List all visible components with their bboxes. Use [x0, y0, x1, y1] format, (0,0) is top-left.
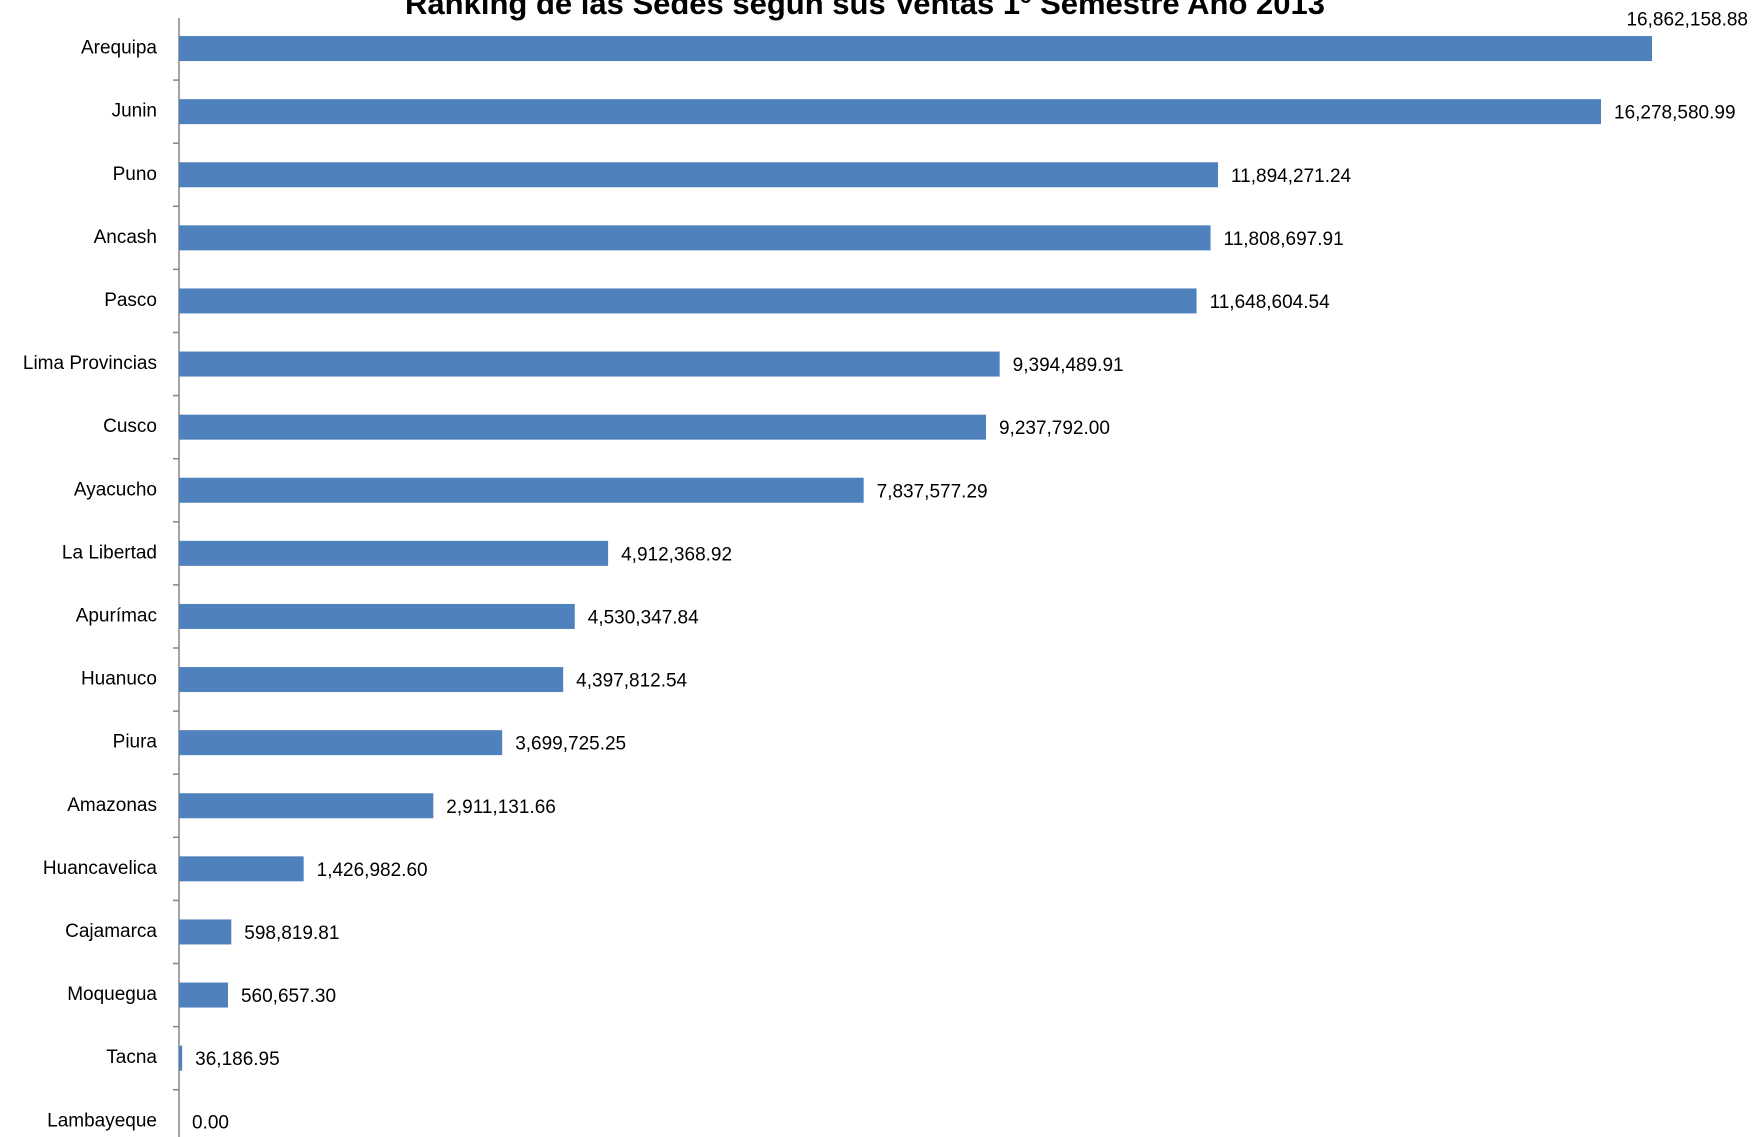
bar [179, 288, 1197, 314]
bar [179, 667, 564, 693]
y-tick-label: Apurímac [76, 605, 157, 626]
y-tick-label: Lima Provincias [23, 353, 157, 374]
y-tick-label: Piura [113, 732, 158, 753]
bar [179, 982, 228, 1008]
bar [179, 603, 575, 629]
y-tick-label: Amazonas [67, 795, 157, 816]
bar [179, 36, 1652, 62]
y-tick-label: Ancash [94, 227, 157, 248]
bar [179, 477, 864, 503]
data-label: 4,912,368.92 [621, 544, 732, 565]
y-tick-label: Junin [112, 101, 157, 122]
data-label: 11,808,697.91 [1224, 229, 1344, 250]
y-tick-label: Puno [113, 164, 157, 185]
data-label: 3,699,725.25 [515, 734, 626, 755]
bar [179, 162, 1219, 188]
bar [179, 99, 1602, 125]
data-label: 36,186.95 [195, 1049, 280, 1070]
bar [179, 414, 986, 440]
y-tick-label: La Libertad [62, 542, 157, 563]
bar [179, 919, 232, 945]
y-tick-label: Cajamarca [65, 921, 157, 942]
data-label: 11,648,604.54 [1210, 292, 1331, 313]
y-tick-label: Ayacucho [74, 479, 157, 500]
data-label: 4,530,347.84 [588, 607, 699, 628]
data-label: 16,278,580.99 [1614, 103, 1736, 124]
y-tick-label: Tacna [106, 1047, 157, 1068]
bar [179, 540, 609, 566]
y-tick-label: Cusco [103, 416, 157, 437]
y-tick-label: Pasco [104, 290, 157, 311]
data-label: 598,819.81 [244, 923, 339, 944]
bar [179, 856, 304, 882]
y-tick-label: Huancavelica [43, 858, 157, 879]
data-label: 560,657.30 [241, 986, 336, 1007]
y-tick-label: Arequipa [81, 38, 157, 59]
bar [179, 351, 1000, 377]
bar [179, 1045, 183, 1071]
data-label: 7,837,577.29 [877, 481, 988, 502]
data-label: 9,394,489.91 [1013, 355, 1124, 376]
bar [179, 225, 1211, 251]
bar [179, 793, 434, 819]
y-tick-label: Lambayeque [47, 1110, 157, 1131]
y-tick-label: Huanuco [81, 669, 157, 690]
data-label: 4,397,812.54 [576, 671, 687, 692]
data-label: 0.00 [192, 1112, 229, 1133]
y-tick-label: Moquegua [67, 984, 157, 1005]
data-label: 9,237,792.00 [999, 418, 1110, 439]
data-label: 2,911,131.66 [446, 797, 556, 818]
chart-title: Ranking de las Sedes según sus Ventas 1º… [405, 0, 1325, 21]
data-label: 11,894,271.24 [1231, 166, 1352, 187]
bar [179, 730, 503, 756]
data-label: 1,426,982.60 [317, 860, 428, 881]
data-label: 16,862,158.88 [1626, 10, 1748, 31]
